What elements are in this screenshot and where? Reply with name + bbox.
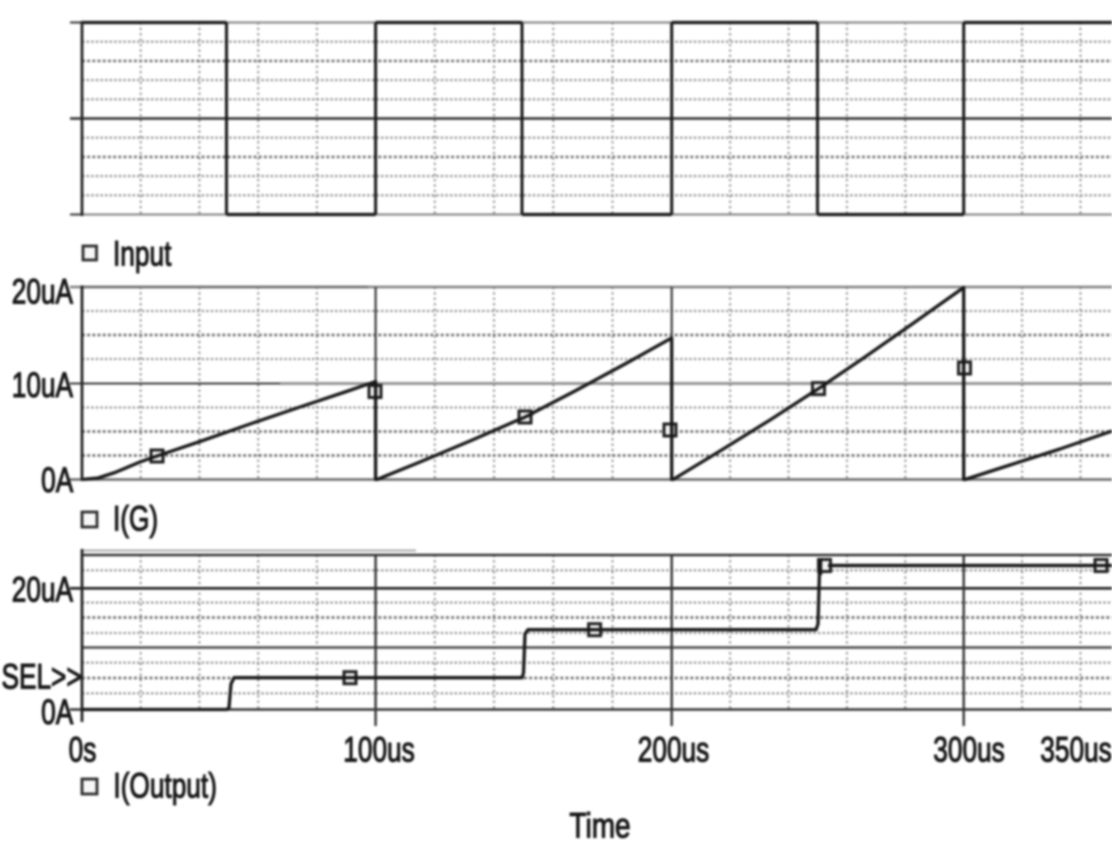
- svg-text:0A: 0A: [41, 692, 73, 732]
- svg-text:SEL>>: SEL>>: [1, 657, 81, 697]
- svg-text:200us: 200us: [638, 730, 710, 770]
- svg-text:Time: Time: [569, 805, 630, 845]
- svg-text:0s: 0s: [69, 730, 97, 770]
- svg-text:20uA: 20uA: [12, 570, 74, 610]
- svg-text:I(Output): I(Output): [113, 766, 217, 806]
- svg-text:20uA: 20uA: [12, 272, 74, 312]
- svg-text:Input: Input: [113, 234, 172, 274]
- svg-text:10uA: 10uA: [12, 365, 74, 405]
- svg-text:300us: 300us: [933, 730, 1005, 770]
- svg-text:350us: 350us: [1040, 730, 1112, 770]
- svg-text:I(G): I(G): [113, 499, 158, 539]
- svg-text:0A: 0A: [41, 460, 73, 500]
- svg-text:100us: 100us: [343, 730, 415, 770]
